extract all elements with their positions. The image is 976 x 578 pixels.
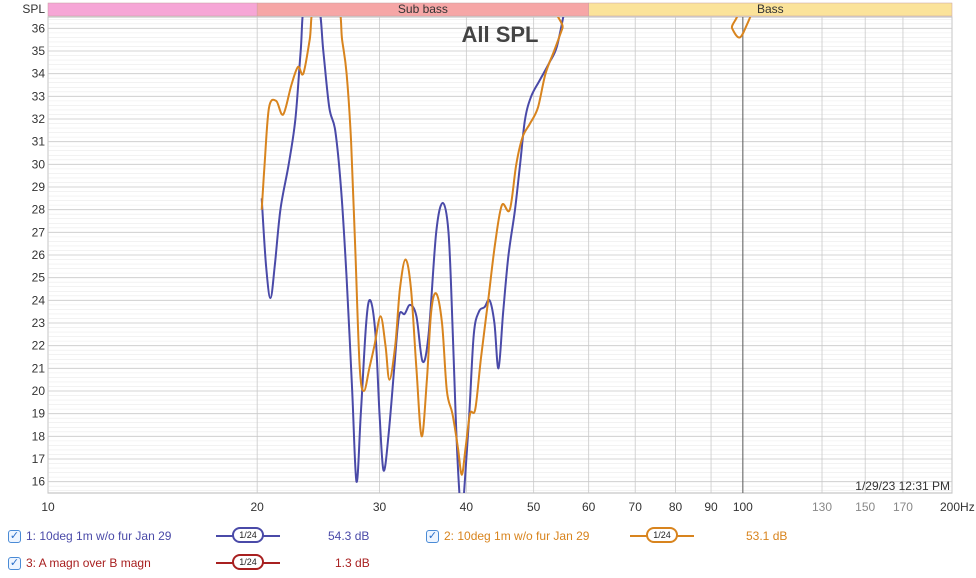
y-tick-label: 28	[32, 203, 46, 217]
level-3: 1.3 dB	[335, 556, 370, 570]
x-tick-labels: 10 20 30 40 50 60 70 80 90 100 130 150 170 200Hz	[41, 500, 974, 514]
frequency-bands: Sub bass Bass	[47, 2, 953, 17]
y-tick-label: 29	[32, 180, 46, 194]
y-tick-label: 24	[32, 293, 46, 307]
legend-item-1[interactable]: ✓ 1: 10deg 1m w/o fur Jan 29	[8, 526, 171, 546]
x-tick-label: 50	[527, 500, 541, 514]
x-tick-label: 130	[812, 500, 832, 514]
x-tick-label: 60	[582, 500, 596, 514]
x-tick-label: 40	[460, 500, 474, 514]
x-tick-label: 30	[373, 500, 387, 514]
series-lines	[260, 17, 752, 493]
y-tick-label: 30	[32, 157, 46, 171]
y-tick-label: 20	[32, 384, 46, 398]
smoothing-value-1: 1/24	[232, 527, 264, 543]
smoothing-selector-1[interactable]: 1/24	[216, 526, 280, 546]
x-tick-label: 150	[855, 500, 875, 514]
legend-label-1: 1: 10deg 1m w/o fur Jan 29	[26, 529, 172, 543]
legend-label-3: 3: A magn over B magn	[26, 556, 151, 570]
checkbox-checked-icon[interactable]: ✓	[426, 529, 439, 543]
y-tick-label: 27	[32, 225, 46, 239]
smoothing-value-3: 1/24	[232, 554, 264, 570]
x-tick-label: 70	[629, 500, 643, 514]
band-3	[588, 2, 953, 17]
y-tick-label: 32	[32, 112, 46, 126]
timestamp: 1/29/23 12:31 PM	[855, 479, 950, 493]
grid	[47, 16, 953, 494]
y-tick-label: 18	[32, 429, 46, 443]
y-tick-label: 33	[32, 89, 46, 103]
band-label: Bass	[757, 2, 784, 16]
x-tick-label: 90	[704, 500, 718, 514]
x-tick-label: 10	[41, 500, 55, 514]
y-tick-label: 34	[32, 67, 46, 81]
y-tick-label: 26	[32, 248, 46, 262]
level-1: 54.3 dB	[328, 529, 370, 543]
legend-item-2[interactable]: ✓ 2: 10deg 1m w/o fur Jan 29	[426, 526, 589, 546]
x-tick-label: 200Hz	[940, 500, 975, 514]
checkbox-checked-icon[interactable]: ✓	[8, 529, 21, 543]
y-tick-label: 21	[32, 361, 46, 375]
y-tick-label: 19	[32, 407, 46, 421]
checkbox-checked-icon[interactable]: ✓	[8, 556, 21, 570]
spl-chart[interactable]: Sub bass Bass 16 17 18 19 20 21 22 23 24 25 26 27 28 2…	[0, 0, 976, 520]
y-tick-labels: 16 17 18 19 20 21 22 23 24 25 26 27 28 29 30 31 32 33 34 35…	[32, 21, 46, 488]
y-tick-label: 25	[32, 271, 46, 285]
smoothing-selector-3[interactable]: 1/24	[216, 553, 280, 573]
series-line-2	[260, 17, 752, 476]
y-tick-label: 17	[32, 452, 46, 466]
y-axis-label: SPL	[22, 2, 45, 16]
y-tick-label: 22	[32, 339, 46, 353]
x-tick-label: 80	[669, 500, 683, 514]
chart-title: All SPL	[461, 22, 538, 47]
legend-label-2: 2: 10deg 1m w/o fur Jan 29	[444, 529, 590, 543]
y-tick-label: 35	[32, 44, 46, 58]
x-tick-label: 100	[733, 500, 753, 514]
x-tick-label: 20	[250, 500, 264, 514]
x-tick-label: 170	[893, 500, 913, 514]
legend-item-3[interactable]: ✓ 3: A magn over B magn	[8, 553, 151, 573]
y-tick-label: 36	[32, 21, 46, 35]
band-label: Sub bass	[398, 2, 448, 16]
level-2: 53.1 dB	[746, 529, 788, 543]
y-tick-label: 23	[32, 316, 46, 330]
y-tick-label: 16	[32, 475, 46, 489]
smoothing-value-2: 1/24	[646, 527, 678, 543]
smoothing-selector-2[interactable]: 1/24	[630, 526, 694, 546]
band-1	[47, 2, 258, 17]
y-tick-label: 31	[32, 135, 46, 149]
legend: ✓ 1: 10deg 1m w/o fur Jan 29 1/24 54.3 d…	[0, 520, 976, 578]
